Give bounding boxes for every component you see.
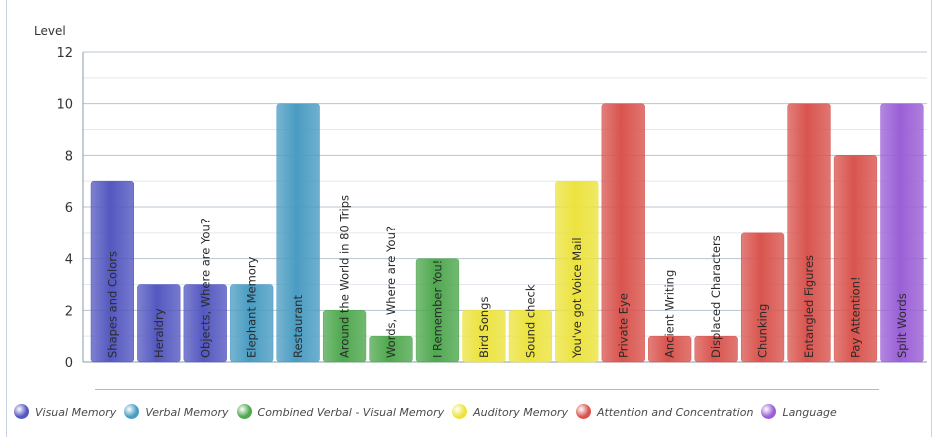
bar-category-label: Split Words [895, 293, 909, 358]
legend-item[interactable]: Language [761, 403, 837, 423]
legend-swatch-icon [575, 404, 591, 419]
bar-category-label: Shapes and Colors [105, 251, 119, 358]
bar-category-label: Bird Songs [477, 297, 491, 358]
bar-labels: Shapes and Colors Heraldry Objects, Where … [105, 195, 909, 359]
bar-category-label: Elephant Memory [245, 256, 259, 358]
bar[interactable] [648, 335, 692, 363]
legend-item[interactable]: Attention and Concentration [575, 403, 754, 423]
y-tick-label: 10 [56, 98, 73, 113]
bar[interactable] [694, 335, 738, 363]
legend-swatch-icon [761, 404, 777, 419]
legend-swatch-icon [124, 404, 140, 419]
bar-category-label: Objects, Where are You? [198, 218, 212, 358]
bar[interactable] [322, 310, 367, 363]
legend-label: Combined Verbal - Visual Memory [257, 406, 445, 419]
y-tick-label: 8 [65, 149, 73, 164]
legend-label: Visual Memory [35, 406, 117, 419]
y-tick-label: 0 [65, 356, 73, 371]
legend-divider [95, 389, 879, 390]
legend-swatch-icon [452, 404, 468, 419]
bar[interactable] [833, 155, 878, 363]
bar-category-label: Displaced Characters [709, 235, 723, 358]
bar-category-label: Words, Where are You? [384, 226, 398, 358]
bar-category-label: Sound check [523, 284, 537, 358]
bar-category-label: Heraldry [152, 308, 166, 358]
bar[interactable] [462, 310, 506, 363]
bar-category-label: Around the World in 80 Trips [338, 195, 352, 358]
bar-chart: 0 2 4 6 8 10 12 Shapes and Colors Heraldry Objec… [34, 24, 927, 371]
bar[interactable] [880, 103, 924, 363]
bar-category-label: I Remember You! [430, 260, 444, 358]
bar[interactable] [230, 284, 274, 363]
legend-swatch-icon [236, 404, 252, 419]
y-tick-label: 2 [65, 304, 73, 319]
legend-label: Attention and Concentration [596, 406, 754, 419]
bar-category-label: Entangled Figures [802, 255, 816, 358]
legend-item[interactable]: Combined Verbal - Visual Memory [236, 403, 445, 423]
legend-item[interactable]: Auditory Memory [452, 403, 568, 423]
bar-category-label: Ancient Writing [663, 270, 677, 358]
bar[interactable] [787, 103, 831, 363]
bar[interactable] [90, 180, 134, 363]
bar[interactable] [740, 232, 785, 363]
bar-category-label: Restaurant [291, 295, 305, 358]
legend-label: Language [782, 406, 837, 419]
y-axis-label: Level [34, 24, 66, 38]
y-tick-labels: 0 2 4 6 8 10 12 [56, 46, 73, 371]
chart-frame: 0 2 4 6 8 10 12 Shapes and Colors Heraldry Objec… [6, 0, 932, 437]
y-tick-label: 12 [56, 46, 73, 61]
bar-category-label: Chunking [756, 304, 770, 358]
grid-lines [82, 51, 927, 363]
bar-category-label: Pay Attention! [848, 276, 862, 358]
bar[interactable] [369, 335, 413, 363]
legend: Visual Memory Verbal Memory Combined Verba… [14, 403, 914, 423]
bar-category-label: Private Eye [616, 293, 630, 358]
bar[interactable] [601, 103, 645, 363]
y-tick-label: 6 [65, 201, 73, 216]
legend-label: Auditory Memory [473, 406, 568, 419]
legend-item[interactable]: Visual Memory [14, 403, 116, 423]
y-tick-label: 4 [65, 253, 73, 268]
legend-item[interactable]: Verbal Memory [124, 403, 229, 423]
bar[interactable] [276, 103, 320, 363]
bars [90, 103, 924, 363]
bar[interactable] [183, 284, 227, 363]
bar[interactable] [137, 284, 181, 363]
legend-label: Verbal Memory [145, 406, 229, 419]
bar[interactable] [415, 258, 460, 363]
bar[interactable] [508, 310, 552, 363]
bar[interactable] [555, 180, 599, 363]
legend-swatch-icon [14, 404, 29, 419]
bar-category-label: You've got Voice Mail [570, 237, 584, 359]
